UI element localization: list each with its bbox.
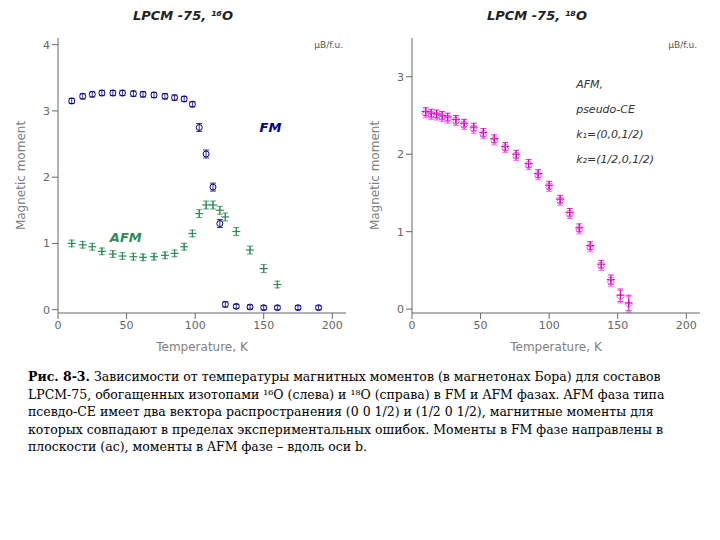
html-text:μB/f.u.: μB/f.u. [314, 39, 344, 50]
svg-text:Magnetic moment: Magnetic moment [368, 121, 382, 230]
svg-text:50: 50 [474, 319, 488, 332]
svg-text:0: 0 [55, 319, 62, 332]
html-text:μB/f.u.: μB/f.u. [668, 39, 698, 50]
svg-text:2: 2 [397, 148, 404, 161]
svg-text:Temperature, K: Temperature, K [509, 340, 603, 354]
svg-text:1: 1 [397, 226, 404, 239]
svg-text:150: 150 [253, 319, 274, 332]
html-text:Рис. 8-3. Зависимости от темпе: Рис. 8-3. Зависимости от температуры маг… [28, 369, 669, 454]
svg-text:100: 100 [185, 319, 206, 332]
svg-text:2: 2 [43, 171, 50, 184]
svg-text:Temperature, K: Temperature, K [155, 340, 249, 354]
svg-text:3: 3 [397, 71, 404, 84]
svg-text:150: 150 [607, 319, 628, 332]
html-text:FM: FM [259, 119, 282, 135]
html-text:AFM: AFM [109, 229, 142, 245]
svg-text:0: 0 [43, 304, 50, 317]
svg-text:50: 50 [120, 319, 134, 332]
svg-text:200: 200 [322, 319, 343, 332]
html-text:LPCM -75, ¹⁶O: LPCM -75, ¹⁶O [132, 8, 234, 23]
svg-text:0: 0 [397, 303, 404, 316]
svg-text:4: 4 [43, 39, 50, 52]
svg-text:100: 100 [539, 319, 560, 332]
html-text:AFM,: AFM, [576, 78, 603, 92]
svg-text:1: 1 [43, 237, 50, 250]
svg-text:Magnetic moment: Magnetic moment [14, 121, 28, 230]
html-text:LPCM -75, ¹⁸O: LPCM -75, ¹⁸O [486, 8, 588, 23]
svg-text:3: 3 [43, 105, 50, 118]
html-text:k₂=(1/2,0,1/2): k₂=(1/2,0,1/2) [576, 152, 655, 166]
svg-text:200: 200 [676, 319, 697, 332]
svg-text:0: 0 [409, 319, 416, 332]
html-text:pseudo-CE: pseudo-CE [576, 103, 635, 116]
html-text:k₁=(0,0,1/2): k₁=(0,0,1/2) [576, 127, 644, 141]
